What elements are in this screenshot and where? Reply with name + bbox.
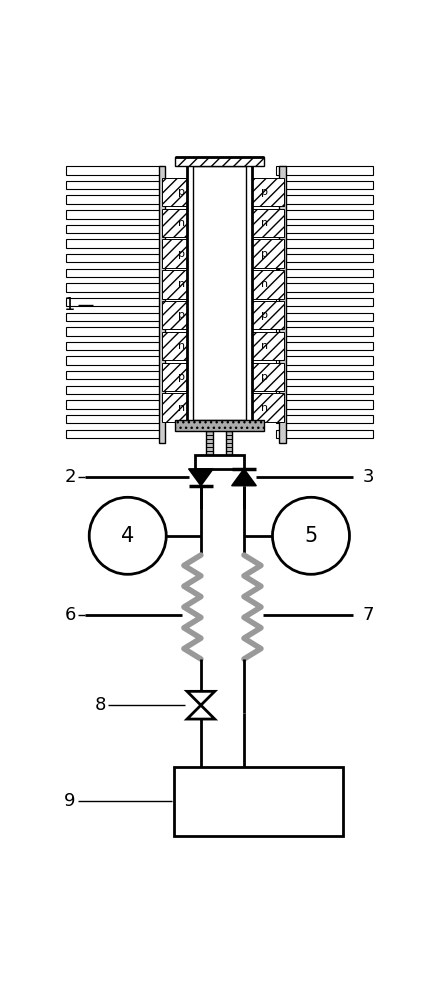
Bar xyxy=(246,270,284,299)
Bar xyxy=(66,254,162,262)
Text: p: p xyxy=(261,249,268,259)
Bar xyxy=(162,393,201,422)
Circle shape xyxy=(273,497,350,574)
Polygon shape xyxy=(187,691,215,705)
Text: 2: 2 xyxy=(64,468,76,486)
Polygon shape xyxy=(232,469,256,486)
Text: 1: 1 xyxy=(64,296,76,314)
Bar xyxy=(175,420,264,431)
Text: 5: 5 xyxy=(304,526,318,546)
Bar xyxy=(276,269,373,277)
Text: n: n xyxy=(261,218,268,228)
Bar xyxy=(66,269,162,277)
Bar xyxy=(206,431,213,455)
Bar xyxy=(226,431,232,455)
Bar xyxy=(174,767,343,836)
Text: 6: 6 xyxy=(64,606,76,624)
Text: p: p xyxy=(178,372,185,382)
Text: p: p xyxy=(178,310,185,320)
Bar xyxy=(246,393,284,422)
Polygon shape xyxy=(187,705,215,719)
Text: p: p xyxy=(261,310,268,320)
Text: n: n xyxy=(261,341,268,351)
Polygon shape xyxy=(189,469,213,486)
Bar xyxy=(246,332,284,360)
Bar xyxy=(66,298,162,306)
Text: n: n xyxy=(261,403,268,413)
Bar xyxy=(187,162,252,424)
Bar xyxy=(201,178,205,422)
Bar xyxy=(66,371,162,379)
Bar xyxy=(276,400,373,409)
Bar xyxy=(241,178,246,422)
Bar xyxy=(162,178,201,206)
Bar xyxy=(276,239,373,248)
Bar xyxy=(276,430,373,438)
Bar xyxy=(159,166,166,443)
Bar xyxy=(276,415,373,423)
Bar xyxy=(276,283,373,292)
Bar xyxy=(162,239,201,268)
Bar xyxy=(66,283,162,292)
Bar xyxy=(162,270,201,299)
Bar xyxy=(162,332,201,360)
Bar xyxy=(246,301,284,329)
Bar xyxy=(66,386,162,394)
Text: n: n xyxy=(178,341,185,351)
Bar xyxy=(279,166,285,443)
Text: p: p xyxy=(261,187,268,197)
Bar xyxy=(66,181,162,189)
Bar xyxy=(66,400,162,409)
Bar xyxy=(66,327,162,336)
Text: 9: 9 xyxy=(64,792,76,810)
Bar xyxy=(276,312,373,321)
Bar xyxy=(66,195,162,204)
Bar xyxy=(193,166,246,420)
Bar xyxy=(276,166,373,175)
Bar xyxy=(66,430,162,438)
Bar xyxy=(66,166,162,175)
Text: p: p xyxy=(178,187,185,197)
Bar xyxy=(276,254,373,262)
Bar xyxy=(246,178,284,206)
Text: n: n xyxy=(178,279,185,289)
Text: 3: 3 xyxy=(363,468,374,486)
Bar xyxy=(66,225,162,233)
Bar xyxy=(246,239,284,268)
Text: n: n xyxy=(261,279,268,289)
Bar xyxy=(276,298,373,306)
Bar xyxy=(276,195,373,204)
Bar xyxy=(66,342,162,350)
Text: n: n xyxy=(178,403,185,413)
Bar xyxy=(162,301,201,329)
Text: p: p xyxy=(178,249,185,259)
Bar xyxy=(162,363,201,391)
Bar xyxy=(246,209,284,237)
Bar xyxy=(66,210,162,219)
Bar xyxy=(276,327,373,336)
Bar xyxy=(66,415,162,423)
Bar xyxy=(66,239,162,248)
Text: 8: 8 xyxy=(95,696,107,714)
Text: 4: 4 xyxy=(121,526,134,546)
Bar xyxy=(276,371,373,379)
Text: 7: 7 xyxy=(363,606,374,624)
Bar xyxy=(66,312,162,321)
Text: n: n xyxy=(178,218,185,228)
Bar xyxy=(276,225,373,233)
Bar xyxy=(246,363,284,391)
Circle shape xyxy=(89,497,166,574)
Bar xyxy=(195,455,244,469)
Bar xyxy=(276,342,373,350)
Bar xyxy=(162,209,201,237)
Bar xyxy=(66,356,162,365)
Text: p: p xyxy=(261,372,268,382)
Bar xyxy=(276,386,373,394)
Bar xyxy=(276,181,373,189)
Bar xyxy=(276,356,373,365)
Bar xyxy=(175,157,264,166)
Bar xyxy=(276,210,373,219)
